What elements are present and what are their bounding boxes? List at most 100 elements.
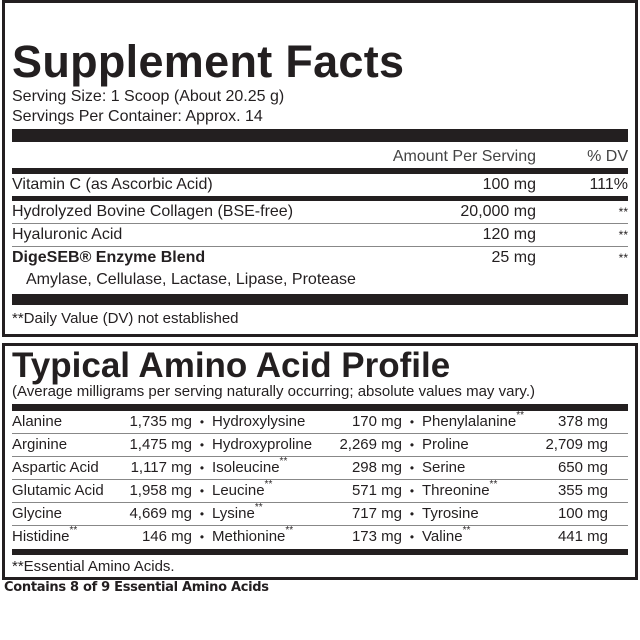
amino-name-text: Alanine [12,413,63,430]
amino-name-text: Valine [422,528,463,545]
supplement-name: Hydrolyzed Bovine Collagen (BSE-free) [12,203,294,220]
amino-name: Lysine** [212,503,352,525]
amino-value: 1,475 mg [129,436,192,453]
amino-name-text: Tyrosine [422,505,479,522]
supplement-amount: 20,000 mg [460,203,536,220]
amino-row: Arginine 1,475 mg • Hydroxyproline 2,269 mg •… [12,434,628,457]
essential-mark: ** [516,410,525,421]
amino-cell: Histidine** 146 mg [12,526,192,548]
amino-cell: Lysine** 717 mg [212,503,402,525]
amino-name-text: Glycine [12,505,63,522]
supplement-dv: ** [618,205,628,219]
blend-ingredients: Amylase, Cellulase, Lactase, Lipase, Pro… [26,271,356,288]
amino-value: 2,269 mg [339,436,402,453]
bullet-separator: • [199,438,205,452]
bottom-note: Contains 8 of 9 Essential Amino Acids [4,580,269,595]
bullet-separator: • [409,530,415,544]
amino-cell: Glycine 4,669 mg [12,503,192,525]
bullet-separator: • [199,484,205,498]
supplement-amount: 100 mg [482,176,536,193]
amino-value: 1,958 mg [129,482,192,499]
bullet-separator: • [409,461,415,475]
amino-name-text: Proline [422,436,469,453]
amino-value: 4,669 mg [129,505,192,522]
supplement-row: Hydrolyzed Bovine Collagen (BSE-free) 20,… [12,201,628,224]
essential-mark: ** [285,525,294,536]
supplement-amount: 120 mg [482,226,536,243]
essential-mark: ** [69,525,78,536]
amino-subtitle: (Average milligrams per serving naturall… [12,383,535,400]
amino-cell: Aspartic Acid 1,117 mg [12,457,192,479]
amino-cell: Threonine** 355 mg [422,480,608,502]
amino-name: Glycine [12,503,129,525]
amino-name: Serine [422,457,558,479]
divider-bar [12,294,628,305]
bullet-separator: • [199,415,205,429]
amino-footnote: **Essential Amino Acids. [12,558,175,575]
amino-name-text: Methionine [212,528,286,545]
amino-value: 1,117 mg [130,459,192,476]
amino-value: 146 mg [141,528,192,545]
amino-name-text: Serine [422,459,466,476]
amino-cell: Valine** 441 mg [422,526,608,548]
amino-cell: Leucine** 571 mg [212,480,402,502]
supplement-title: Supplement Facts [12,36,405,87]
bullet-separator: • [409,484,415,498]
amino-value: 173 mg [351,528,402,545]
essential-mark: ** [279,456,288,467]
amino-name-text: Leucine [212,482,265,499]
amino-name-text: Isoleucine [212,459,280,476]
amino-name: Hydroxyproline [212,434,339,456]
amino-cell: Alanine 1,735 mg [12,411,192,433]
amino-value: 1,735 mg [129,413,192,430]
amino-cell: Hydroxyproline 2,269 mg [212,434,402,456]
supplement-name: DigeSEB® Enzyme Blend [12,249,206,266]
supplement-row: Hyaluronic Acid 120 mg ** [12,224,628,247]
amino-value: 717 mg [351,505,402,522]
bullet-separator: • [199,461,205,475]
amino-name-text: Threonine [422,482,490,499]
amino-cell: Arginine 1,475 mg [12,434,192,456]
amino-value: 100 mg [557,505,608,522]
divider-bar [12,404,628,411]
amino-cell: Methionine** 173 mg [212,526,402,548]
amino-name: Aspartic Acid [12,457,131,479]
supplement-footnote: **Daily Value (DV) not established [12,310,239,327]
divider-bar [12,168,628,174]
amino-value: 441 mg [557,528,608,545]
amino-acid-panel: Typical Amino Acid Profile (Average mill… [2,343,638,580]
bullet-separator: • [199,530,205,544]
amino-name-text: Glutamic Acid [12,482,104,499]
bullet-separator: • [199,507,205,521]
amino-name: Arginine [12,434,129,456]
servings-per-container: Servings Per Container: Approx. 14 [12,108,263,125]
supplement-dv: ** [618,228,628,242]
amino-value: 355 mg [557,482,608,499]
amino-name: Hydroxylysine [212,411,352,433]
amino-name-text: Hydroxylysine [212,413,306,430]
amino-name: Valine** [422,526,558,548]
divider-bar [12,549,628,555]
amino-name-text: Arginine [12,436,68,453]
bullet-separator: • [409,507,415,521]
amino-name: Glutamic Acid [12,480,129,502]
amino-name-text: Histidine [12,528,70,545]
amino-value: 571 mg [351,482,402,499]
supplement-dv: 111% [589,176,628,193]
amino-row: Glutamic Acid 1,958 mg • Leucine** 571 mg • Th… [12,480,628,503]
amino-name: Threonine** [422,480,558,502]
bullet-separator: • [409,438,415,452]
amino-cell: Hydroxylysine 170 mg [212,411,402,433]
amino-value: 298 mg [351,459,402,476]
amino-cell: Glutamic Acid 1,958 mg [12,480,192,502]
amino-row: Aspartic Acid 1,117 mg • Isoleucine** 298 mg… [12,457,628,480]
essential-mark: ** [462,525,471,536]
amino-name: Alanine [12,411,129,433]
supplement-row: DigeSEB® Enzyme Blend 25 mg ** [12,247,628,269]
amino-name-text: Aspartic Acid [12,459,99,476]
amino-name-text: Phenylalanine [422,413,517,430]
amino-value: 378 mg [557,413,608,430]
amino-value: 170 mg [351,413,402,430]
bullet-separator: • [409,415,415,429]
amino-row: Glycine 4,669 mg • Lysine** 717 mg • Tyrosine 1… [12,503,628,526]
